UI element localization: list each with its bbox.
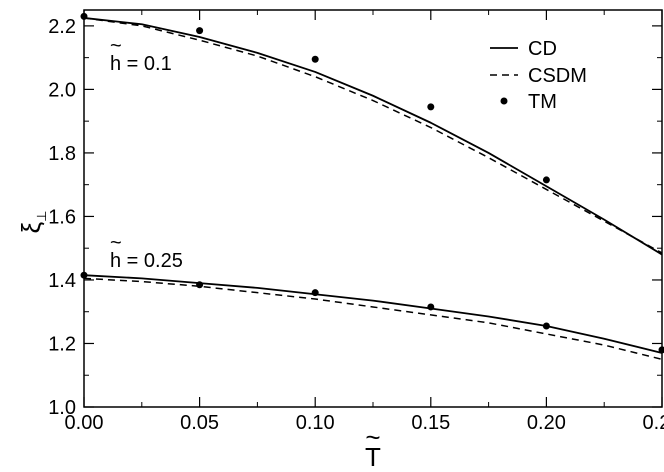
- tm-data-point: [196, 281, 204, 289]
- y-tick-label: 1.2: [48, 333, 76, 355]
- annotation-accent: ~: [110, 35, 122, 57]
- annotation-h-0.25: ~ h = 0.25: [110, 232, 183, 272]
- csdm-series-line: [83, 17, 663, 254]
- x-tick-label: 0.25: [643, 412, 664, 434]
- series-layer: [80, 12, 664, 361]
- svg-text:ξ⊥: ξ⊥: [16, 211, 49, 234]
- legend-label: TM: [528, 91, 557, 113]
- y-axis-title: ξ⊥: [16, 211, 49, 234]
- legend-swatch-dot: [500, 97, 508, 105]
- y-tick-label: 1.0: [48, 397, 76, 419]
- tm-data-point: [311, 289, 319, 297]
- y-tick-label: 2.2: [48, 16, 76, 38]
- tm-data-point: [311, 55, 319, 63]
- x-axis-title: T: [365, 442, 381, 472]
- y-tick-label: 1.4: [48, 270, 76, 292]
- annotation-h-0.1: ~ h = 0.1: [110, 35, 172, 75]
- tm-data-point: [658, 346, 664, 354]
- tm-data-point: [427, 103, 435, 111]
- x-axis-title-accent: ~: [365, 422, 380, 452]
- legend-label: CSDM: [528, 65, 587, 87]
- y-tick-label: 2.0: [48, 79, 76, 101]
- x-tick-label: 0.10: [296, 412, 335, 434]
- cd-series-line: [83, 274, 663, 354]
- cd-series-line: [83, 17, 663, 256]
- annotation-label: h = 0.1: [110, 53, 172, 75]
- tm-data-point: [196, 27, 204, 35]
- tm-data-point: [542, 176, 550, 184]
- y-axis-ticks: 1.0 1.2 1.4 1.6 1.8 2.0 2.2: [48, 16, 662, 419]
- x-tick-label: 0.20: [527, 412, 566, 434]
- tm-data-point: [80, 271, 88, 279]
- x-tick-label: 0.00: [65, 412, 104, 434]
- y-axis-title-main: ξ: [16, 221, 46, 233]
- tm-data-point: [542, 322, 550, 330]
- legend-label: CD: [528, 38, 557, 60]
- legend: CD CSDM TM: [490, 38, 587, 113]
- y-tick-label: 1.8: [48, 143, 76, 165]
- y-axis-title-subscript: ⊥: [34, 211, 49, 222]
- tm-data-point: [427, 303, 435, 311]
- y-tick-label: 1.6: [48, 206, 76, 228]
- annotation-label: h = 0.25: [110, 250, 183, 272]
- x-tick-label: 0.05: [180, 412, 219, 434]
- x-axis-ticks: 0.00 0.05 0.10 0.15 0.20 0.25: [65, 10, 664, 434]
- annotation-accent: ~: [110, 232, 122, 254]
- csdm-series-line: [83, 277, 663, 361]
- tm-data-point: [80, 12, 88, 20]
- x-tick-label: 0.15: [411, 412, 450, 434]
